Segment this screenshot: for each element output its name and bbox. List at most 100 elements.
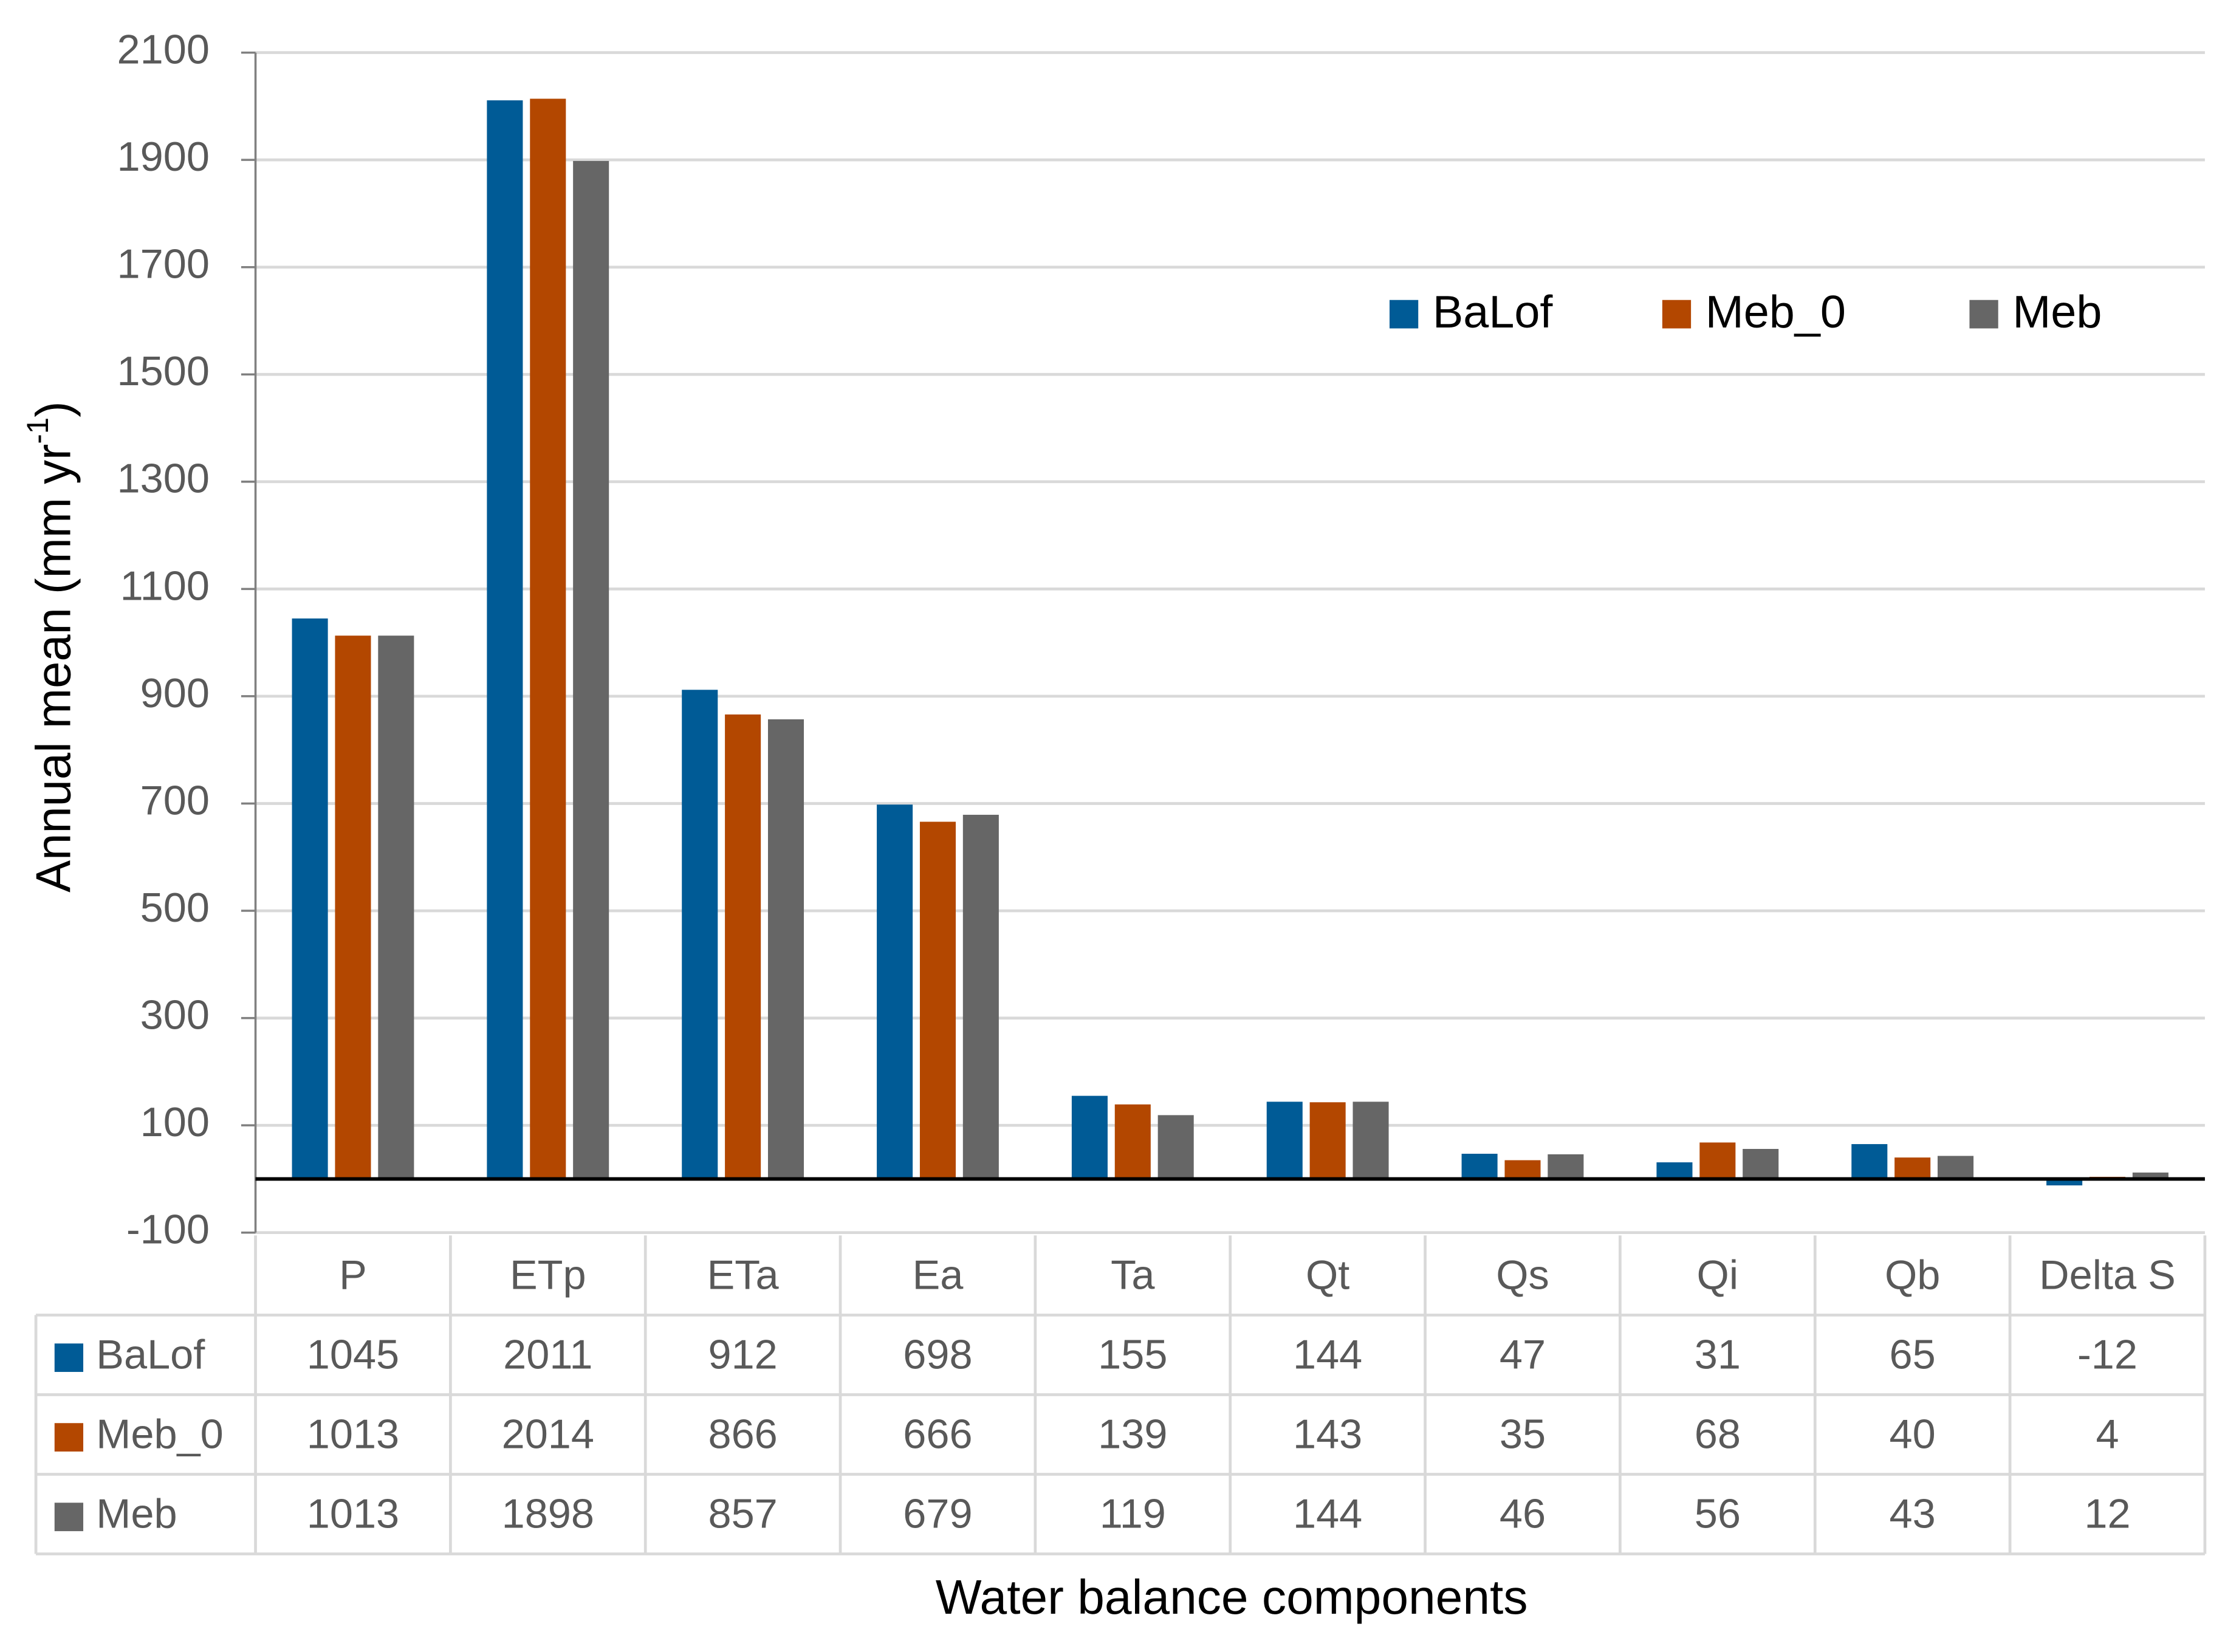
table-cell: 68 (1695, 1411, 1741, 1458)
x-axis-label: Water balance components (936, 1570, 1528, 1624)
y-tick-label: 100 (140, 1099, 210, 1145)
bar (1548, 1154, 1584, 1179)
y-tick-label: 900 (140, 670, 210, 716)
bar (487, 100, 523, 1179)
table-swatch (54, 1423, 84, 1452)
table-row-label: Meb_0 (96, 1411, 223, 1458)
table-cell: 139 (1098, 1411, 1167, 1458)
bar (767, 719, 804, 1179)
y-tick-label: 700 (140, 778, 210, 824)
table-cell: 43 (1890, 1491, 1936, 1537)
table-cell: 47 (1500, 1332, 1546, 1378)
table-cell: 40 (1890, 1411, 1936, 1458)
table-cell: 56 (1695, 1491, 1741, 1537)
bar (1699, 1142, 1736, 1179)
table-cell: 698 (903, 1332, 972, 1378)
legend-label: Meb_0 (1706, 287, 1846, 338)
table-cell: 1045 (307, 1332, 399, 1378)
bar (335, 636, 371, 1179)
table-cell: 1013 (307, 1491, 399, 1537)
bar (682, 690, 718, 1179)
legend-swatch (1969, 300, 1998, 329)
bar (378, 636, 414, 1179)
table-cell: 1898 (502, 1491, 594, 1537)
bar (725, 714, 761, 1179)
bar (1894, 1157, 1931, 1179)
table-cell: 2014 (502, 1411, 594, 1458)
table-header: Delta S (2039, 1252, 2176, 1298)
y-tick-label: 500 (140, 885, 210, 931)
table-cell: 2011 (503, 1332, 592, 1378)
table-cell: 119 (1100, 1491, 1166, 1537)
table-cell: 666 (903, 1411, 972, 1458)
y-axis-label: Annual mean (mm yr-1) (21, 401, 81, 892)
bar (1851, 1144, 1888, 1179)
table-swatch (54, 1503, 84, 1532)
table-swatch (54, 1343, 84, 1373)
table-cell: 143 (1293, 1411, 1362, 1458)
bar (1743, 1149, 1779, 1179)
y-axis-label-superscript: -1 (21, 417, 55, 444)
legend-swatch (1662, 300, 1692, 329)
table-cell: 857 (708, 1491, 777, 1537)
table-cell: -12 (2077, 1332, 2138, 1378)
bar (1266, 1102, 1303, 1179)
bar (1656, 1162, 1693, 1179)
table-header: P (339, 1252, 367, 1298)
table-cell: 866 (708, 1411, 777, 1458)
table-header: ETa (707, 1252, 779, 1298)
y-tick-label: 1700 (117, 241, 210, 287)
table-header: Qs (1496, 1252, 1549, 1298)
bar (1504, 1160, 1541, 1179)
bar (1114, 1104, 1151, 1179)
y-axis-label-end: ) (26, 401, 80, 417)
y-tick-label: 1900 (117, 134, 210, 180)
table-header: Qt (1306, 1252, 1349, 1298)
table-cell: 679 (903, 1491, 972, 1537)
y-axis-label-text: Annual mean (mm yr (26, 444, 80, 893)
y-tick-label: 1300 (117, 456, 210, 502)
bar (1938, 1156, 1974, 1179)
table-header: Qb (1885, 1252, 1940, 1298)
table-row-label: Meb (96, 1491, 177, 1537)
bar (919, 821, 956, 1179)
table-cell: 35 (1500, 1411, 1546, 1458)
table-cell: 1013 (307, 1411, 399, 1458)
bar (2046, 1179, 2083, 1186)
table-header: ETp (510, 1252, 586, 1298)
table-cell: 31 (1695, 1332, 1741, 1378)
y-tick-label: 1500 (117, 348, 210, 394)
table-header: Ta (1111, 1252, 1154, 1298)
table-cell: 65 (1890, 1332, 1936, 1378)
bar (573, 160, 609, 1179)
bar (1071, 1095, 1108, 1179)
y-tick-label: 1100 (120, 563, 210, 609)
table-cell: 912 (708, 1332, 777, 1378)
bar (2132, 1172, 2168, 1179)
legend-label: BaLof (1433, 287, 1554, 338)
bar (1157, 1115, 1194, 1179)
y-tick-label: -100 (126, 1207, 210, 1253)
y-tick-label: 2100 (117, 27, 210, 73)
table-header: Qi (1697, 1252, 1739, 1298)
bar (1352, 1102, 1389, 1179)
table-header: Ea (913, 1252, 964, 1298)
table-cell: 144 (1293, 1491, 1362, 1537)
legend-swatch (1389, 300, 1419, 329)
bar (1461, 1153, 1498, 1179)
bar (962, 815, 999, 1179)
table-row-label: BaLof (96, 1332, 205, 1378)
table-cell: 4 (2096, 1411, 2119, 1458)
bar (877, 804, 913, 1179)
bar (530, 98, 566, 1179)
bar (292, 618, 328, 1179)
table-cell: 12 (2084, 1491, 2130, 1537)
bar (1309, 1102, 1346, 1179)
y-tick-label: 300 (140, 992, 210, 1038)
table-cell: 155 (1098, 1332, 1167, 1378)
table-cell: 46 (1500, 1491, 1546, 1537)
legend-label: Meb (2012, 287, 2102, 338)
